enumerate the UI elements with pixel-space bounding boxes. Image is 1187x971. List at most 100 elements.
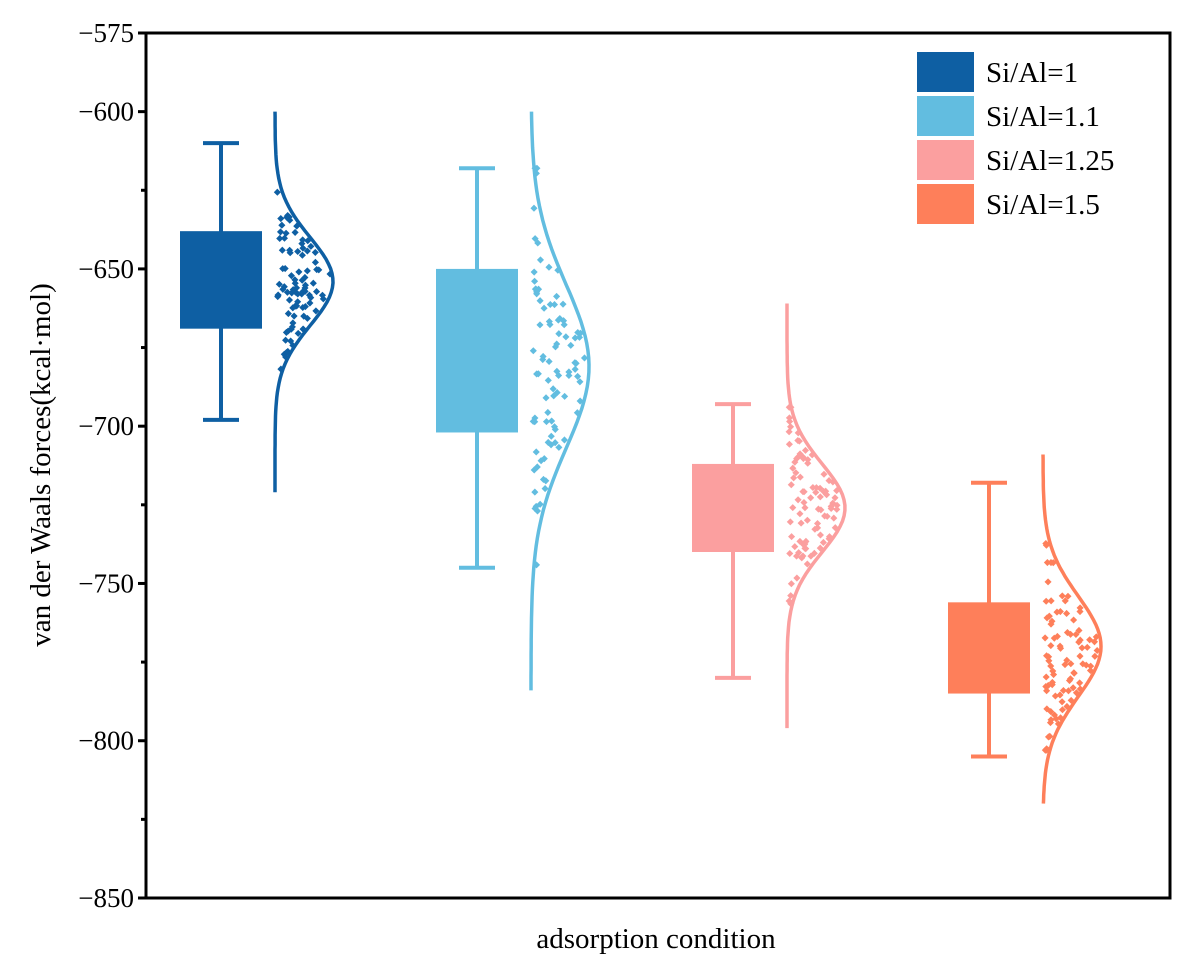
data-point xyxy=(817,506,825,514)
legend-swatch xyxy=(917,184,974,224)
data-point xyxy=(303,267,311,275)
data-point xyxy=(287,272,295,280)
data-point xyxy=(560,436,568,444)
distribution-curve xyxy=(273,111,335,493)
data-point xyxy=(283,288,291,296)
data-point xyxy=(550,423,559,431)
data-point xyxy=(276,234,284,242)
data-point xyxy=(794,436,802,445)
data-point xyxy=(799,455,807,463)
data-point xyxy=(278,246,286,254)
data-point xyxy=(289,319,297,327)
data-point xyxy=(813,519,822,528)
data-point xyxy=(562,333,570,341)
data-point xyxy=(580,354,589,362)
data-point xyxy=(796,450,804,458)
data-point xyxy=(823,491,831,499)
data-point xyxy=(276,228,285,236)
data-point xyxy=(294,290,302,298)
data-point xyxy=(787,481,795,489)
series-layer xyxy=(180,111,1103,804)
data-point xyxy=(284,310,292,318)
data-point xyxy=(544,376,552,384)
data-point xyxy=(545,357,553,365)
data-point xyxy=(307,242,315,250)
data-point xyxy=(291,228,299,236)
data-point xyxy=(537,457,545,465)
data-point xyxy=(529,417,537,425)
data-point xyxy=(556,314,564,323)
y-tick-label: −700 xyxy=(78,411,134,441)
data-point xyxy=(303,247,311,255)
data-point xyxy=(541,485,549,493)
data-point xyxy=(295,268,303,276)
data-point xyxy=(797,519,805,527)
distribution-curve xyxy=(785,303,847,729)
data-point xyxy=(801,504,809,512)
data-point xyxy=(547,432,555,440)
data-point xyxy=(280,283,288,291)
data-point xyxy=(800,488,808,496)
distribution-curve xyxy=(529,111,591,691)
data-point xyxy=(820,470,828,478)
box xyxy=(948,602,1030,694)
data-point xyxy=(282,328,290,336)
data-point xyxy=(810,549,818,557)
data-point xyxy=(555,330,563,338)
data-point xyxy=(1044,578,1052,586)
distribution-curve xyxy=(1041,454,1103,804)
data-point xyxy=(812,488,820,496)
data-point xyxy=(1042,673,1050,681)
data-point xyxy=(531,277,539,285)
data-point xyxy=(301,303,309,311)
data-point xyxy=(833,505,841,513)
data-point xyxy=(816,484,824,492)
data-point xyxy=(542,394,550,402)
data-point xyxy=(299,244,307,252)
data-point xyxy=(791,458,799,466)
data-point xyxy=(555,443,563,451)
data-point xyxy=(549,385,557,393)
data-point xyxy=(539,356,547,364)
data-point xyxy=(785,414,793,422)
series-group xyxy=(692,303,847,729)
data-point xyxy=(801,446,810,454)
data-point xyxy=(571,359,579,367)
data-point xyxy=(1076,679,1084,687)
data-point xyxy=(785,597,793,605)
data-point xyxy=(546,321,554,329)
data-point xyxy=(278,221,286,229)
data-point xyxy=(787,592,795,600)
data-point xyxy=(530,268,538,276)
data-point xyxy=(298,276,306,284)
data-point xyxy=(289,304,297,312)
data-point xyxy=(795,549,803,557)
y-tick-label: −750 xyxy=(78,568,134,598)
data-point xyxy=(830,514,838,522)
data-point xyxy=(534,370,542,378)
data-point xyxy=(814,524,822,532)
data-point xyxy=(546,300,554,309)
data-point xyxy=(574,328,582,337)
legend-label: Si/Al=1.5 xyxy=(986,189,1100,221)
data-point xyxy=(787,580,795,588)
box xyxy=(692,463,774,552)
data-point xyxy=(294,329,302,337)
y-tick-label: −575 xyxy=(78,18,134,48)
data-point xyxy=(306,299,314,307)
data-point xyxy=(550,301,559,309)
data-point xyxy=(833,501,841,509)
data-point xyxy=(819,538,827,546)
data-point xyxy=(301,284,309,292)
data-point xyxy=(530,204,538,212)
data-point xyxy=(311,258,319,266)
series-group xyxy=(436,111,591,691)
y-tick-label: −650 xyxy=(78,254,134,284)
data-point xyxy=(800,498,808,507)
data-point xyxy=(300,312,308,320)
data-point xyxy=(794,496,802,504)
data-point xyxy=(542,418,551,426)
y-tick-label: −600 xyxy=(78,97,134,127)
data-point xyxy=(313,266,321,274)
